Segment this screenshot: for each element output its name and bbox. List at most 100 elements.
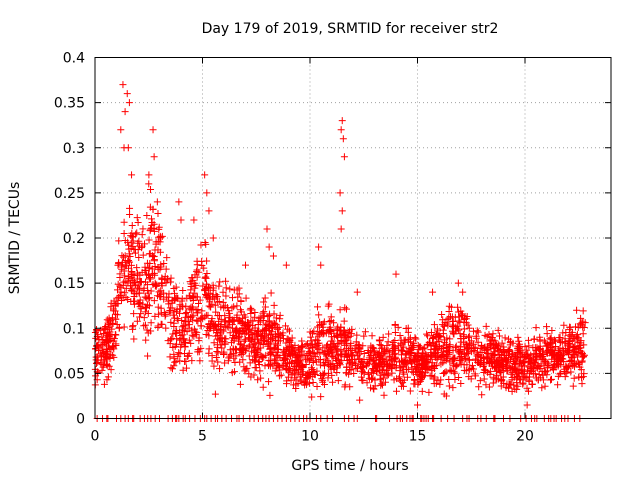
data-point-spike bbox=[336, 189, 344, 197]
data-point bbox=[506, 355, 514, 363]
data-point bbox=[439, 330, 447, 338]
data-point bbox=[255, 340, 263, 348]
data-point bbox=[168, 334, 176, 342]
data-point bbox=[181, 357, 189, 365]
data-point bbox=[162, 265, 170, 273]
data-point bbox=[399, 357, 407, 365]
data-point bbox=[531, 370, 539, 378]
data-point bbox=[125, 264, 133, 272]
data-point bbox=[575, 373, 583, 381]
data-point bbox=[313, 350, 321, 358]
data-point bbox=[255, 316, 263, 324]
data-point bbox=[349, 352, 357, 360]
data-point bbox=[166, 353, 174, 361]
data-point-spike bbox=[121, 108, 129, 116]
data-point bbox=[341, 338, 349, 346]
data-point bbox=[275, 372, 283, 380]
data-point bbox=[139, 225, 147, 233]
data-point bbox=[126, 204, 134, 212]
data-point-spike bbox=[124, 144, 132, 152]
data-point bbox=[202, 274, 210, 282]
data-point bbox=[126, 258, 134, 266]
data-point bbox=[289, 351, 297, 359]
data-point bbox=[515, 337, 523, 345]
data-point bbox=[494, 362, 502, 370]
data-point bbox=[244, 321, 252, 329]
data-point bbox=[445, 376, 453, 384]
data-point-spike bbox=[338, 207, 346, 215]
data-point bbox=[276, 333, 284, 341]
data-point bbox=[475, 383, 483, 391]
data-point bbox=[480, 366, 488, 374]
data-point bbox=[445, 302, 453, 310]
data-point bbox=[253, 351, 261, 359]
data-point bbox=[400, 376, 408, 384]
axis-ticks bbox=[94, 57, 611, 419]
data-point bbox=[150, 269, 158, 277]
data-point bbox=[145, 171, 153, 179]
data-point bbox=[319, 320, 327, 328]
data-point bbox=[131, 290, 139, 298]
data-point bbox=[259, 332, 267, 340]
data-point bbox=[147, 319, 155, 327]
data-point bbox=[504, 348, 512, 356]
data-point bbox=[239, 327, 247, 335]
data-point bbox=[538, 384, 546, 392]
data-point bbox=[449, 346, 457, 354]
data-point bbox=[406, 334, 414, 342]
data-point bbox=[223, 303, 231, 311]
data-point bbox=[375, 336, 383, 344]
data-point bbox=[469, 327, 477, 335]
data-point bbox=[455, 326, 463, 334]
data-point bbox=[273, 324, 281, 332]
data-point bbox=[141, 293, 149, 301]
data-point bbox=[251, 308, 259, 316]
data-point bbox=[391, 320, 399, 328]
data-point bbox=[157, 320, 165, 328]
data-point bbox=[307, 364, 315, 372]
data-point bbox=[226, 352, 234, 360]
data-point bbox=[118, 263, 126, 271]
data-point bbox=[336, 306, 344, 314]
data-point bbox=[113, 321, 121, 329]
data-point-spike bbox=[392, 270, 400, 278]
data-point bbox=[508, 376, 516, 384]
data-point bbox=[254, 376, 262, 384]
data-point bbox=[141, 278, 149, 286]
data-point bbox=[497, 376, 505, 384]
data-point bbox=[230, 303, 238, 311]
data-point bbox=[529, 380, 537, 388]
data-point bbox=[548, 355, 556, 363]
data-point bbox=[143, 212, 151, 220]
data-point bbox=[272, 321, 280, 329]
data-point bbox=[438, 311, 446, 319]
data-point bbox=[233, 311, 241, 319]
data-point bbox=[267, 351, 275, 359]
data-point bbox=[138, 244, 146, 252]
data-point bbox=[129, 237, 137, 245]
data-point bbox=[326, 363, 334, 371]
data-point bbox=[176, 357, 184, 365]
data-point bbox=[286, 327, 294, 335]
data-point bbox=[580, 351, 588, 359]
data-point bbox=[133, 214, 141, 222]
data-point bbox=[576, 344, 584, 352]
data-point bbox=[267, 334, 275, 342]
data-point bbox=[155, 225, 163, 233]
data-point bbox=[382, 367, 390, 375]
data-point bbox=[579, 307, 587, 315]
data-point bbox=[453, 325, 461, 333]
data-point bbox=[406, 387, 414, 395]
data-point bbox=[197, 322, 205, 330]
data-point bbox=[157, 261, 165, 269]
data-point bbox=[440, 322, 448, 330]
data-point bbox=[113, 311, 121, 319]
data-point bbox=[195, 299, 203, 307]
data-point bbox=[496, 332, 504, 340]
data-point bbox=[532, 354, 540, 362]
data-point bbox=[474, 338, 482, 346]
data-point bbox=[486, 367, 494, 375]
data-point bbox=[354, 341, 362, 349]
data-point bbox=[415, 369, 423, 377]
data-point bbox=[237, 306, 245, 314]
